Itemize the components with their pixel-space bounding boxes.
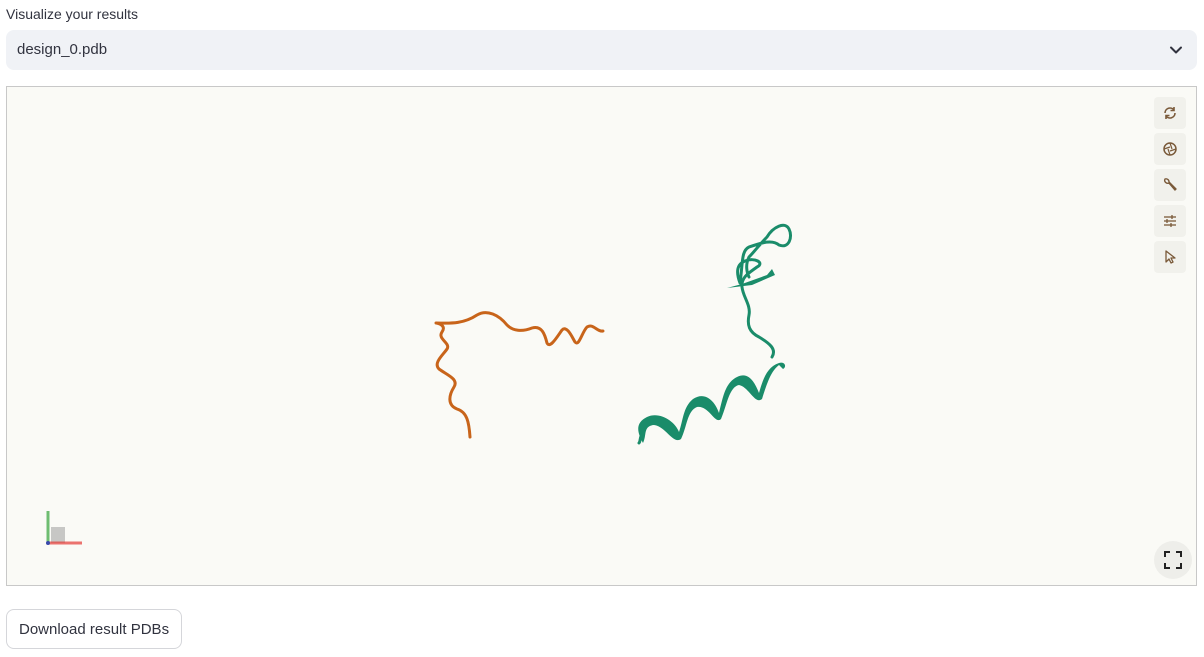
axes-helper: [46, 511, 82, 545]
molecule-scene[interactable]: [7, 87, 1196, 585]
chevron-down-icon: [1170, 46, 1182, 54]
viewer-toolbar: [1154, 97, 1186, 277]
spin-icon: [1164, 107, 1176, 119]
spin-button[interactable]: [1154, 97, 1186, 129]
controls-button[interactable]: [1154, 205, 1186, 237]
settings-wrench-icon: [1164, 178, 1177, 191]
screenshot-icon: [1163, 142, 1177, 156]
pointer-button[interactable]: [1154, 241, 1186, 273]
chain-b-helix: [638, 362, 786, 443]
molecule-viewer[interactable]: [6, 86, 1197, 586]
chain-a-coil: [434, 311, 605, 439]
fullscreen-button[interactable]: [1154, 541, 1192, 579]
screenshot-button[interactable]: [1154, 133, 1186, 165]
download-pdbs-button[interactable]: Download result PDBs: [6, 609, 183, 649]
visualize-label: Visualize your results: [6, 6, 139, 22]
pointer-icon: [1165, 250, 1176, 264]
chain-b-tail: [637, 431, 645, 445]
settings-button[interactable]: [1154, 169, 1186, 201]
fullscreen-icon: [1164, 551, 1182, 569]
controls-sliders-icon: [1164, 215, 1176, 227]
pdb-file-select-value: design_0.pdb: [17, 41, 108, 58]
chain-b-sheet: [727, 269, 775, 288]
pdb-file-select[interactable]: design_0.pdb: [6, 30, 1197, 70]
chain-b-coil: [736, 223, 793, 359]
